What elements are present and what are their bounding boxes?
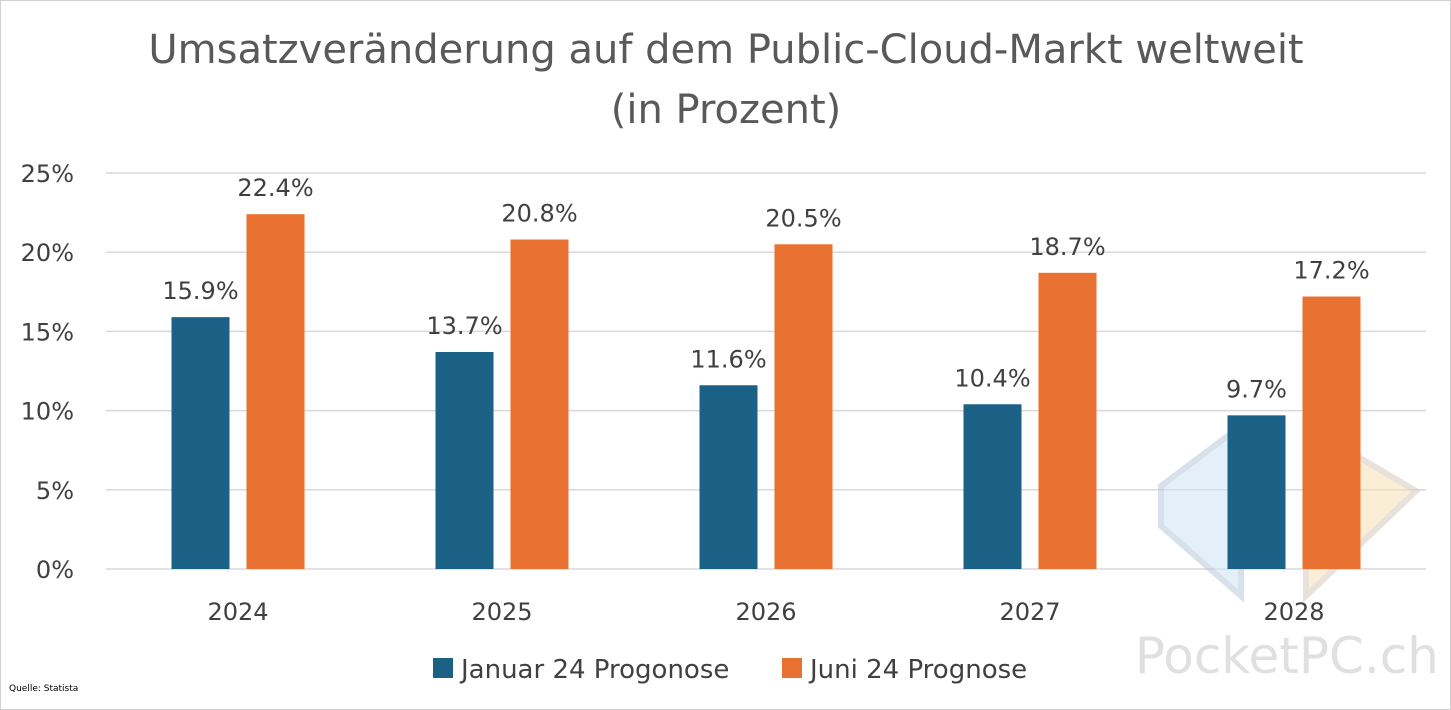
- source-note: Quelle: Statista: [9, 684, 78, 694]
- y-tick-label-5: 5%: [36, 477, 74, 505]
- bar-2026-series-0: [699, 385, 758, 569]
- chart-title-line-1: Umsatzveränderung auf dem Public-Cloud-M…: [148, 27, 1303, 73]
- bar-2025-series-1: [510, 239, 569, 569]
- bar-2027-series-0: [963, 404, 1022, 569]
- y-tick-label-20: 20%: [21, 239, 74, 267]
- data-label-2024-series-0: 15.9%: [162, 277, 238, 305]
- y-tick-label-25: 25%: [21, 160, 74, 188]
- y-axis-ticks: 0% 5% 10% 15% 20% 25%: [21, 160, 74, 584]
- watermark: PocketPC.ch: [1135, 420, 1439, 685]
- bar-2028-series-1: [1302, 296, 1361, 569]
- bar-2025-series-0: [435, 351, 494, 569]
- legend-swatch-januar: [433, 658, 453, 678]
- x-category-label-2024: 2024: [207, 598, 268, 626]
- data-label-2026-series-1: 20.5%: [765, 204, 841, 232]
- legend-label-juni: Juni 24 Prognose: [808, 655, 1027, 685]
- x-axis-categories: 2024 2025 2026 2027 2028: [207, 598, 1324, 626]
- y-tick-label-15: 15%: [21, 318, 74, 346]
- x-category-label-2026: 2026: [735, 598, 796, 626]
- legend: Januar 24 Progonose Juni 24 Prognose: [433, 655, 1027, 685]
- bars: [171, 214, 1361, 569]
- chart-title-line-2: (in Prozent): [611, 87, 842, 133]
- bar-2028-series-0: [1227, 415, 1286, 569]
- bar-2027-series-1: [1038, 272, 1097, 569]
- data-label-2025-series-0: 13.7%: [426, 312, 502, 340]
- bar-2024-series-1: [246, 214, 305, 569]
- data-label-2026-series-0: 11.6%: [690, 345, 766, 373]
- watermark-logo-icon: [1158, 420, 1421, 604]
- x-category-label-2027: 2027: [999, 598, 1060, 626]
- legend-label-januar: Januar 24 Progonose: [459, 655, 729, 685]
- data-labels: 15.9% 22.4% 13.7% 20.8% 11.6% 20.5% 10.4% 18.7%…: [162, 174, 1369, 403]
- data-label-2025-series-1: 20.8%: [501, 200, 577, 228]
- data-label-2028-series-1: 17.2%: [1293, 257, 1369, 285]
- y-tick-label-10: 10%: [21, 398, 74, 426]
- data-label-2024-series-1: 22.4%: [237, 174, 313, 202]
- data-label-2027-series-0: 10.4%: [954, 364, 1030, 392]
- bar-2024-series-0: [171, 317, 230, 569]
- y-tick-label-0: 0%: [36, 556, 74, 584]
- bar-2026-series-1: [774, 244, 833, 569]
- chart-title: Umsatzveränderung auf dem Public-Cloud-M…: [148, 27, 1303, 133]
- x-category-label-2028: 2028: [1263, 598, 1324, 626]
- data-label-2027-series-1: 18.7%: [1029, 233, 1105, 261]
- data-label-2028-series-0: 9.7%: [1226, 375, 1287, 403]
- legend-swatch-juni: [782, 658, 802, 678]
- watermark-text: PocketPC.ch: [1135, 627, 1439, 685]
- x-category-label-2025: 2025: [471, 598, 532, 626]
